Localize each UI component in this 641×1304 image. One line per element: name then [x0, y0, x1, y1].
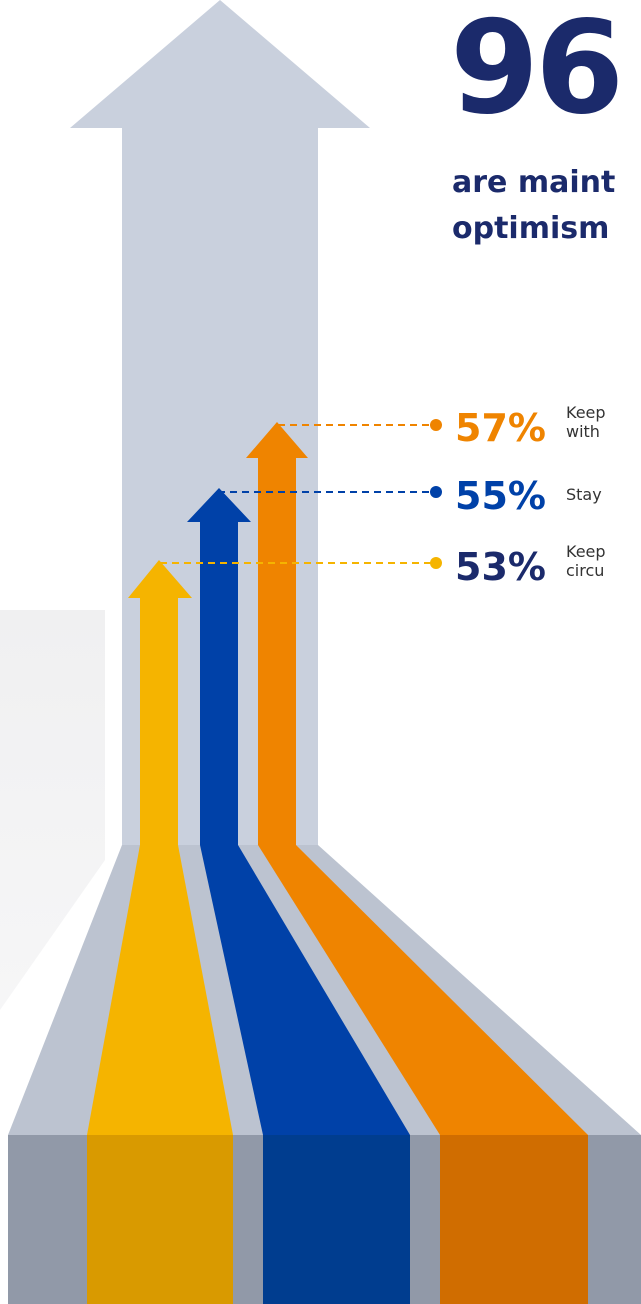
blue-arrow [187, 488, 251, 845]
yellow-block [87, 1135, 233, 1304]
orange-path [258, 845, 588, 1135]
item-text: Keep [566, 403, 606, 422]
percent: 55% [455, 474, 546, 518]
orange-block [440, 1135, 588, 1304]
headline-line: are maint [452, 165, 615, 200]
percent: 53% [455, 545, 546, 589]
yellow-arrow [128, 560, 192, 845]
blue-path [200, 845, 410, 1135]
headline-number: 96 [450, 0, 620, 143]
leader-dot [430, 486, 442, 498]
leader-dot [430, 557, 442, 569]
yellow-path [87, 845, 233, 1135]
headline-line: optimism [452, 211, 609, 246]
item-text: with [566, 422, 600, 441]
percent: 57% [455, 406, 546, 450]
item-text: Stay [566, 485, 602, 504]
leader-dot [430, 419, 442, 431]
backdrop-panel [0, 610, 105, 1010]
orange-arrow [246, 422, 308, 845]
item-text: Keep [566, 542, 606, 561]
item-text: circu [566, 561, 604, 580]
blue-block [263, 1135, 410, 1304]
